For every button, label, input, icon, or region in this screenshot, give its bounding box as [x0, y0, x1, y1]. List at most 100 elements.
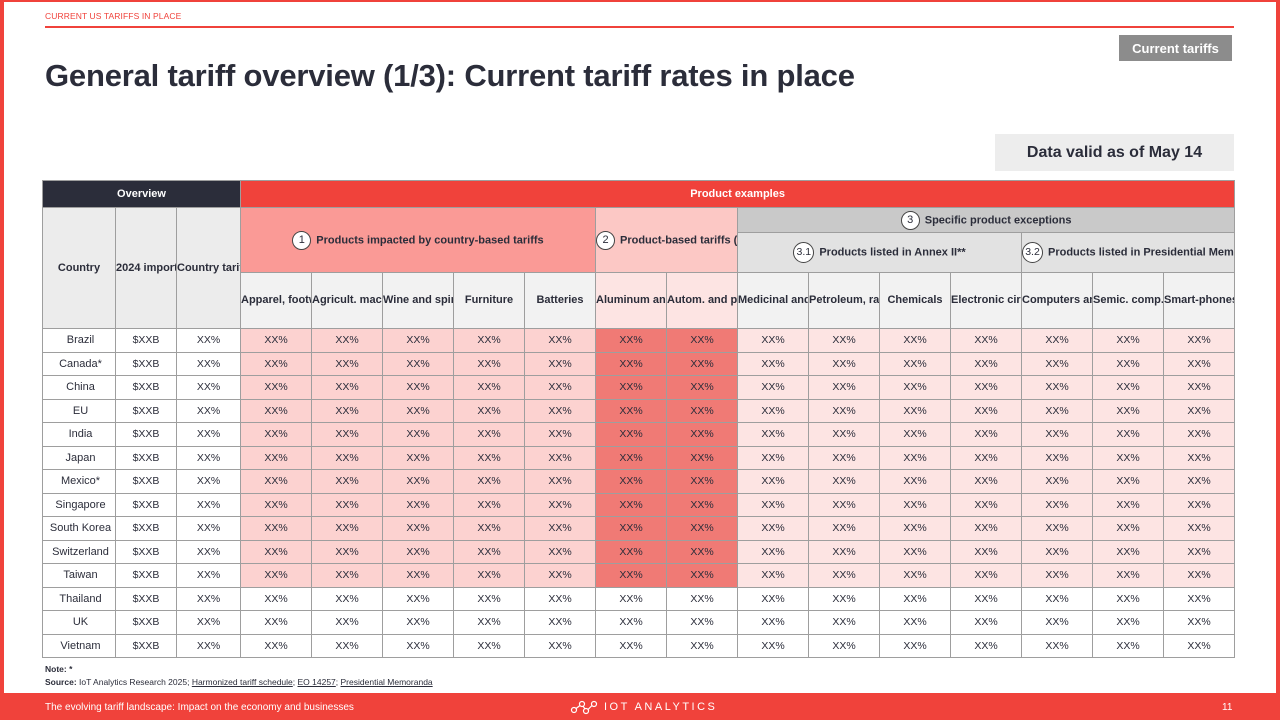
country-cell: EU	[42, 398, 116, 423]
tariff-rate-cell: XX%	[524, 539, 596, 564]
group-country-based: 1 Products impacted by country-based tari…	[240, 207, 596, 273]
tariff-rate-cell: XX%	[524, 633, 596, 658]
tariff-rate-cell: XX%	[382, 610, 454, 635]
tariff-rate-cell: XX%	[737, 633, 809, 658]
import-value-cell: $XXB	[115, 375, 177, 400]
tariff-rate-cell: XX%	[453, 610, 525, 635]
tariff-rate-cell: XX%	[1021, 633, 1093, 658]
source-link-eo[interactable]: EO 14257	[297, 677, 336, 687]
tariff-rate-cell: XX%	[595, 539, 667, 564]
tariff-rate-cell: XX%	[737, 422, 809, 447]
tariff-rate-cell: XX%	[950, 563, 1022, 588]
data-valid-note: Data valid as of May 14	[995, 134, 1234, 171]
group-annex-ii: 3.1 Products listed in Annex II**	[737, 232, 1022, 273]
frame-left	[0, 0, 4, 720]
tariff-rate-cell: XX%	[240, 351, 312, 376]
tariff-rate-cell: XX%	[524, 563, 596, 588]
logo-text: IOT ANALYTICS	[604, 701, 718, 713]
tariff-rate-cell: XX%	[666, 328, 738, 353]
column-header: Petroleum, raw minerals	[808, 272, 880, 329]
tariff-rate-cell: XX%	[524, 398, 596, 423]
column-header: Apparel, footwear, textiles	[240, 272, 312, 329]
tariff-rate-cell: XX%	[382, 563, 454, 588]
tariff-rate-cell: XX%	[240, 563, 312, 588]
group-label: Product-based tariffs (section 232)	[620, 233, 738, 246]
tariff-rate-cell: XX%	[879, 610, 951, 635]
tariff-rate-cell: XX%	[1162, 445, 1236, 470]
tariff-rate-cell: XX%	[950, 539, 1022, 564]
tariff-rate-cell: XX%	[808, 633, 880, 658]
country-tariff-header: Country tariff	[176, 207, 241, 329]
tariff-rate-cell: XX%	[240, 633, 312, 658]
import-value-cell: $XXB	[115, 492, 177, 517]
tariff-rate-cell: XX%	[1162, 375, 1236, 400]
tariff-rate-cell: XX%	[595, 375, 667, 400]
import-value-cell: $XXB	[115, 610, 177, 635]
overview-header: Overview	[42, 180, 241, 208]
country-cell: Canada*	[42, 351, 116, 376]
column-header: Semic. comp. and chips	[1092, 272, 1164, 329]
table-row: China $XXB XX% XX% XX% XX% XX% XX% XX% XX% XX% XX% X…	[42, 375, 1236, 400]
source-label: Source:	[45, 677, 77, 687]
tariff-rate-cell: XX%	[240, 445, 312, 470]
tariff-rate-cell: XX%	[808, 492, 880, 517]
tariff-rate-cell: XX%	[382, 445, 454, 470]
tariff-rate-cell: XX%	[879, 539, 951, 564]
tariff-rate-cell: XX%	[311, 633, 383, 658]
country-header: Country	[42, 207, 116, 329]
tariff-rate-cell: XX%	[595, 492, 667, 517]
import-value-cell: $XXB	[115, 516, 177, 541]
tariff-rate-cell: XX%	[666, 492, 738, 517]
country-cell: Thailand	[42, 586, 116, 611]
country-cell: UK	[42, 610, 116, 635]
tariff-rate-cell: XX%	[240, 398, 312, 423]
tariff-rate-cell: XX%	[1162, 586, 1236, 611]
tariff-rate-cell: XX%	[453, 539, 525, 564]
tariff-rate-cell: XX%	[666, 586, 738, 611]
source-link-hts[interactable]: Harmonized tariff schedule	[191, 677, 293, 687]
tariff-rate-cell: XX%	[808, 516, 880, 541]
tariff-rate-cell: XX%	[595, 328, 667, 353]
table-row: EU $XXB XX% XX% XX% XX% XX% XX% XX% XX% XX% XX% XX% X…	[42, 398, 1236, 423]
tariff-rate-cell: XX%	[1092, 586, 1164, 611]
source-link-memoranda[interactable]: Presidential Memoranda	[340, 677, 433, 687]
tariff-rate-cell: XX%	[382, 492, 454, 517]
tariff-rate-cell: XX%	[311, 445, 383, 470]
tariff-rate-cell: XX%	[1021, 539, 1093, 564]
tariff-rate-cell: XX%	[1162, 563, 1236, 588]
country-cell: India	[42, 422, 116, 447]
table-row: South Korea $XXB XX% XX% XX% XX% XX% XX% XX% XX% X…	[42, 516, 1236, 541]
group-label: Products listed in Annex II**	[819, 246, 966, 259]
tariff-rate-cell: XX%	[879, 516, 951, 541]
tariff-rate-cell: XX%	[950, 375, 1022, 400]
tariff-rate-cell: XX%	[382, 398, 454, 423]
tariff-rate-cell: XX%	[1162, 422, 1236, 447]
country-tariff-cell: XX%	[176, 516, 241, 541]
tariff-rate-cell: XX%	[666, 539, 738, 564]
tariff-rate-cell: XX%	[595, 469, 667, 494]
tariff-rate-cell: XX%	[1092, 539, 1164, 564]
tariff-rate-cell: XX%	[950, 469, 1022, 494]
import-value-cell: $XXB	[115, 422, 177, 447]
tariff-rate-cell: XX%	[879, 422, 951, 447]
table-row: Brazil $XXB XX% XX% XX% XX% XX% XX% XX% XX% XX% XX%…	[42, 328, 1236, 353]
table-row: Canada* $XXB XX% XX% XX% XX% XX% XX% XX% XX% XX% XX…	[42, 351, 1236, 376]
tariff-rate-cell: XX%	[524, 586, 596, 611]
group-number-badge: 3.1	[793, 242, 815, 263]
tariff-rate-cell: XX%	[524, 445, 596, 470]
group-number-badge: 2	[596, 230, 615, 250]
tariff-rate-cell: XX%	[1021, 563, 1093, 588]
tariff-rate-cell: XX%	[311, 422, 383, 447]
column-header: Medicinal and pharma	[737, 272, 809, 329]
import-value-cell: $XXB	[115, 351, 177, 376]
tariff-rate-cell: XX%	[1021, 492, 1093, 517]
group-section232: 2 Product-based tariffs (section 232)	[595, 207, 738, 273]
tariff-rate-cell: XX%	[737, 516, 809, 541]
tariff-rate-cell: XX%	[240, 422, 312, 447]
tariff-rate-cell: XX%	[311, 375, 383, 400]
tariff-rate-cell: XX%	[1092, 610, 1164, 635]
column-header: Smart-phones	[1162, 272, 1236, 329]
import-value-header: 2024 import value (in B$)	[115, 207, 177, 329]
tariff-rate-cell: XX%	[737, 351, 809, 376]
tariff-rate-cell: XX%	[1162, 398, 1236, 423]
